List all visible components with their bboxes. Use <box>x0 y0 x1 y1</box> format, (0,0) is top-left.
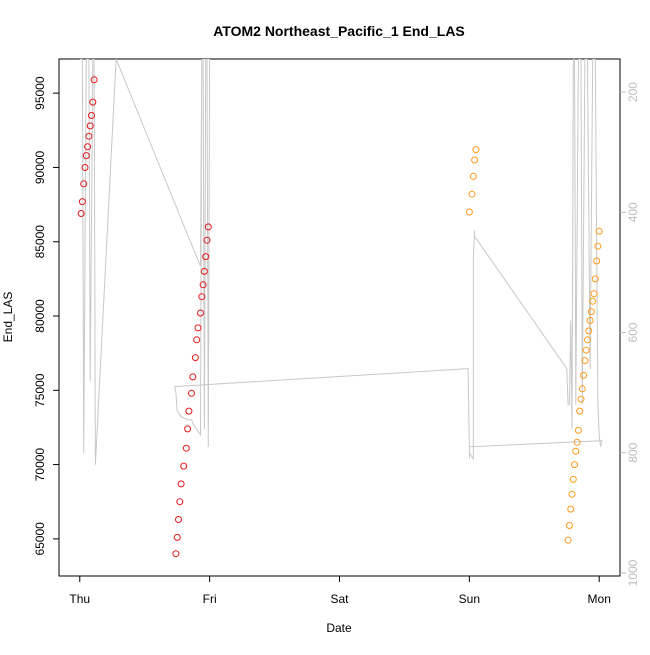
data-point <box>584 336 591 344</box>
data-point <box>202 253 210 261</box>
data-point <box>173 533 181 541</box>
data-point <box>581 357 589 365</box>
data-point <box>568 490 576 498</box>
y-tick-label: 65000 <box>33 522 47 556</box>
data-point <box>574 426 582 434</box>
data-point <box>203 236 211 244</box>
data-point <box>175 516 182 523</box>
data-point <box>571 461 578 469</box>
data-point <box>193 336 201 344</box>
data-point <box>468 190 476 198</box>
data-point <box>582 346 590 354</box>
x-tick-label: Sun <box>459 592 480 606</box>
data-point <box>194 324 202 332</box>
data-point <box>81 164 89 171</box>
x-axis-label: Date <box>326 621 352 635</box>
data-point <box>578 385 586 393</box>
data-point <box>199 281 207 289</box>
data-point <box>567 505 575 513</box>
data-point <box>572 447 580 455</box>
chart-title: ATOM2 Northeast_Pacific_1 End_LAS <box>213 23 465 39</box>
data-point <box>197 309 204 317</box>
data-point <box>469 172 477 180</box>
y2-tick-label: 400 <box>626 202 640 222</box>
x-tick-label: Mon <box>588 592 611 606</box>
data-point <box>188 389 195 397</box>
data-point <box>80 180 88 188</box>
data-point <box>200 267 208 275</box>
data-point <box>204 223 212 231</box>
data-point <box>573 438 581 446</box>
x-tick-label: Sat <box>330 592 349 606</box>
x-axis: Thu Fri Sat Sun Mon <box>69 576 611 606</box>
data-point <box>191 354 199 362</box>
y-tick-label: 80000 <box>33 299 47 333</box>
data-point <box>184 425 192 433</box>
secondary-y-axis: 200 400 600 800 1000 <box>620 82 640 586</box>
y-tick-label: 75000 <box>33 373 47 407</box>
data-point <box>177 480 185 488</box>
data-point <box>595 227 603 235</box>
data-point <box>564 536 572 544</box>
data-point <box>84 143 92 151</box>
y-tick-label: 70000 <box>33 448 47 482</box>
data-point <box>182 444 190 452</box>
data-point <box>465 208 473 216</box>
y-axis-label: End_LAS <box>1 292 15 343</box>
data-point <box>471 156 479 164</box>
data-point <box>586 317 594 324</box>
data-point <box>591 275 599 283</box>
y2-tick-label: 800 <box>626 442 640 462</box>
y-tick-label: 85000 <box>33 225 47 259</box>
y2-tick-label: 600 <box>626 322 640 342</box>
data-point <box>565 522 573 529</box>
data-point <box>189 373 197 381</box>
x-tick-label: Fri <box>203 592 217 606</box>
y2-tick-label: 200 <box>626 82 640 102</box>
data-point <box>587 308 595 316</box>
data-point <box>180 462 188 470</box>
data-point <box>569 475 577 483</box>
data-point <box>185 407 193 415</box>
y2-tick-label: 1000 <box>626 559 640 586</box>
data-point <box>577 395 585 403</box>
data-point <box>576 407 584 415</box>
scatter-points <box>77 76 603 558</box>
data-point <box>580 371 588 379</box>
secondary-series-line <box>79 59 603 465</box>
y-tick-label: 90000 <box>33 150 47 184</box>
data-point <box>86 122 94 130</box>
data-point <box>89 98 97 106</box>
secondary-line-path <box>79 59 603 465</box>
data-point <box>78 198 86 206</box>
y-axis: 65000 70000 75000 80000 85000 90000 95000 <box>33 76 59 556</box>
data-point <box>589 297 597 305</box>
data-point <box>590 290 598 298</box>
data-point <box>594 242 602 250</box>
data-point <box>585 327 593 335</box>
data-point <box>82 152 90 160</box>
data-point <box>172 550 180 558</box>
y-tick-label: 95000 <box>33 76 47 110</box>
data-point <box>176 498 184 506</box>
data-point <box>88 112 95 119</box>
data-point <box>90 76 98 84</box>
data-point <box>77 210 85 217</box>
data-point <box>472 146 480 154</box>
data-point <box>198 293 206 301</box>
x-tick-label: Thu <box>69 592 90 606</box>
data-point <box>85 132 93 140</box>
data-point <box>593 257 601 265</box>
